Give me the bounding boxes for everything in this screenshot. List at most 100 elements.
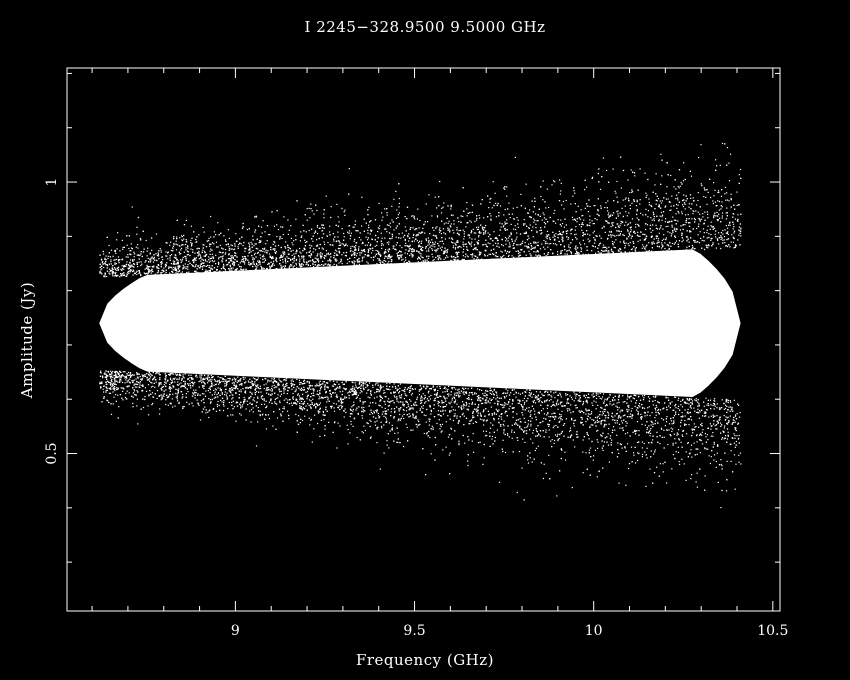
data-point [394,396,396,398]
data-point [404,387,406,389]
data-point [336,250,338,252]
data-point [618,452,620,454]
data-point [657,242,659,244]
data-point [729,224,731,226]
data-point [112,376,114,378]
data-point [500,403,502,406]
data-point [489,198,491,200]
data-point [391,408,393,410]
data-point [655,173,657,175]
data-point [313,232,315,234]
data-point [681,458,683,460]
data-point [456,251,458,253]
data-point [489,201,491,203]
data-point [718,243,720,245]
data-point [404,391,406,393]
data-point [279,400,281,402]
data-point [411,256,413,258]
data-point [105,373,107,375]
data-point [703,232,705,234]
data-point [144,396,146,398]
data-point [375,249,377,252]
data-point [115,371,118,373]
data-point [117,371,119,374]
data-point [444,251,447,253]
data-point [165,382,167,385]
data-point [636,421,639,423]
data-point [477,412,479,414]
data-point [582,239,584,241]
data-point [402,404,404,406]
data-point [611,404,613,406]
data-point [218,251,220,253]
data-point [418,257,421,259]
data-point [219,244,221,246]
data-point [382,216,384,218]
data-point [182,268,184,270]
data-point [608,251,610,253]
data-point [107,265,109,267]
data-point [258,242,260,244]
data-point [652,439,654,441]
data-point [509,244,511,246]
data-point [100,370,102,372]
data-point [693,428,695,430]
data-point [635,226,637,228]
data-point [560,219,562,221]
data-point [710,404,712,406]
data-point [327,397,329,399]
data-point [136,270,138,272]
data-point [561,236,563,238]
data-point [606,169,608,172]
data-point [602,157,605,159]
data-point [136,398,138,400]
data-point [737,438,739,440]
data-point [612,244,614,246]
data-point [158,264,160,266]
data-point [178,401,180,404]
data-point [694,240,696,242]
data-point [614,415,616,417]
data-point [454,242,456,244]
data-point [259,385,261,387]
data-point [228,246,230,248]
data-point [352,394,354,396]
data-point [181,258,184,260]
data-point [665,198,667,200]
data-point [709,399,712,401]
data-point [503,425,505,427]
data-point [712,432,714,434]
data-point [677,446,679,448]
data-point [672,231,674,233]
data-point [630,446,633,448]
data-point [659,463,661,465]
data-point [442,406,444,409]
data-point [560,396,562,398]
data-point [548,206,550,209]
data-point [393,229,395,231]
data-point [666,482,668,484]
data-point [496,392,498,394]
data-point [701,443,704,445]
data-point [511,431,513,433]
data-point [409,244,411,246]
data-point [191,395,193,397]
data-point [680,400,682,402]
data-point [266,405,268,407]
data-point [217,387,219,389]
data-point [278,389,280,391]
data-point [224,270,227,272]
data-point [426,250,428,252]
data-point [144,374,146,376]
data-point [609,435,612,437]
data-point [479,397,481,399]
data-point [675,240,678,242]
data-point [595,421,597,423]
data-point [589,240,591,242]
data-point [471,256,473,258]
data-point [109,270,111,273]
data-point [295,218,297,220]
data-point [667,231,669,233]
data-point [705,189,707,191]
data-point [119,250,121,252]
